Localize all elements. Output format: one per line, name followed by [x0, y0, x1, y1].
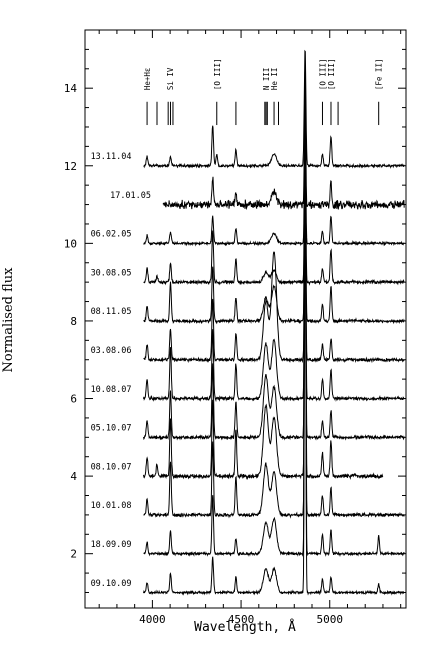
spectrum-line	[143, 143, 405, 558]
line-id-label: [O III]	[318, 59, 327, 91]
line-id-label: He+Hε	[143, 68, 152, 91]
x-axis: 4000 4500 5000	[98, 30, 402, 626]
x-tick-label: 4000	[139, 613, 166, 626]
line-id-label: Si IV	[166, 67, 175, 90]
series-date-label: 09.10.09	[91, 579, 132, 589]
y-axis-label: Normalised flux	[1, 267, 16, 373]
line-id-label: [O III]	[213, 59, 222, 91]
spectrum-line	[143, 121, 384, 481]
series-date-label: 10.08.07	[91, 385, 132, 395]
spectrum-line	[143, 141, 405, 519]
series-date-label: 10.01.08	[91, 501, 132, 511]
x-axis-label: Wavelength, Å	[194, 619, 296, 635]
x-tick-label: 5000	[316, 613, 343, 626]
series-date-label: 06.02.05	[91, 230, 132, 240]
spectrum-line	[143, 85, 405, 596]
series-date-label: 17.01.05	[110, 191, 151, 201]
series-date-label: 08.10.07	[91, 462, 132, 472]
line-id-label: [Fe II]	[375, 59, 384, 91]
series-date-label: 18.09.09	[91, 540, 132, 550]
spectrum-line	[143, 94, 405, 286]
spectrum-line	[143, 118, 405, 403]
series-date-label: 08.11.05	[91, 307, 132, 317]
line-id-label: He II	[270, 68, 279, 91]
y-tick-label: 14	[64, 82, 78, 95]
y-tick-label: 8	[70, 315, 77, 328]
series-date-label: 05.10.07	[91, 424, 132, 434]
spectrum-line	[143, 93, 405, 247]
series-layer: 13.11.04 17.01.05 06.02.05 30.08.05 08.11.05…	[91, 49, 405, 596]
y-tick-label: 6	[70, 393, 77, 406]
y-tick-label: 4	[70, 470, 77, 483]
series-date-label: 03.08.06	[91, 346, 132, 356]
series-date-label: 30.08.05	[91, 268, 132, 278]
line-id-label: [O III]	[327, 59, 336, 91]
series-date-label: 13.11.04	[91, 152, 132, 162]
spectrum-line	[143, 97, 405, 364]
x-tick-label: 4500	[228, 613, 255, 626]
line-identifications: He+Hε Si IV [O III] N III He II [O III] [O III…	[143, 59, 384, 126]
line-id-label: N III	[262, 68, 271, 91]
y-tick-label: 10	[64, 237, 77, 250]
spectrum-line	[162, 70, 405, 211]
spectrum-line	[143, 119, 405, 441]
plot-frame	[84, 29, 407, 609]
spectrum-line	[143, 96, 405, 325]
spectrum-line	[143, 49, 405, 169]
y-tick-label: 2	[70, 548, 77, 561]
y-tick-label: 12	[64, 160, 77, 173]
